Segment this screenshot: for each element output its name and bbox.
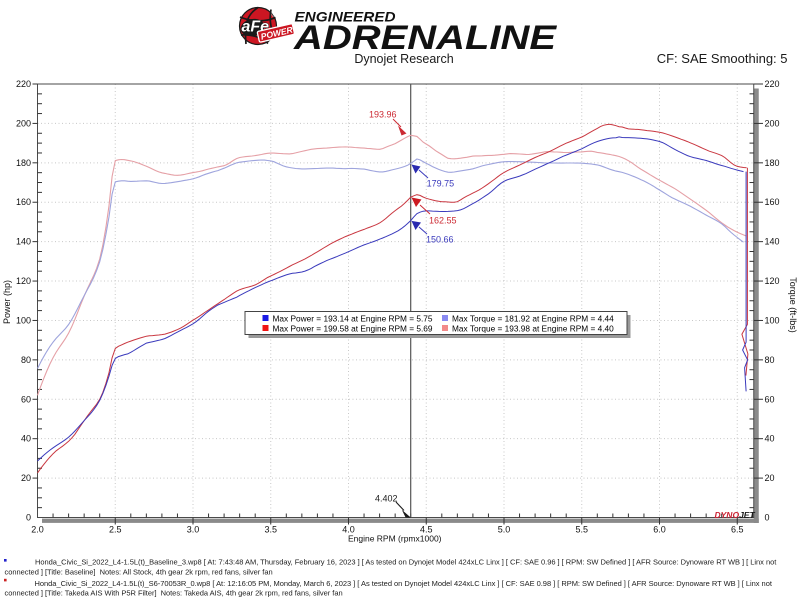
svg-text:100: 100 — [765, 316, 780, 326]
svg-text:100: 100 — [16, 316, 31, 326]
svg-text:179.75: 179.75 — [427, 179, 455, 189]
svg-text:60: 60 — [765, 394, 775, 404]
svg-text:20: 20 — [21, 473, 31, 483]
svg-text:180: 180 — [765, 158, 780, 168]
svg-text:Max Torque = 181.92 at Engine: Max Torque = 181.92 at Engine RPM = 4.44 — [452, 313, 614, 323]
svg-text:220: 220 — [765, 79, 780, 89]
svg-text:CF: SAE Smoothing: 5: CF: SAE Smoothing: 5 — [657, 51, 788, 66]
svg-text:Max Power = 199.58 at Engine R: Max Power = 199.58 at Engine RPM = 5.69 — [273, 323, 433, 333]
svg-text:120: 120 — [16, 276, 31, 286]
svg-text:20: 20 — [765, 473, 775, 483]
svg-text:160: 160 — [765, 197, 780, 207]
svg-text:60: 60 — [21, 394, 31, 404]
svg-text:5.0: 5.0 — [498, 524, 511, 534]
svg-text:80: 80 — [21, 355, 31, 365]
svg-text:80: 80 — [765, 355, 775, 365]
svg-text:4.5: 4.5 — [420, 524, 433, 534]
svg-text:0: 0 — [765, 513, 770, 523]
svg-text:®: ® — [272, 12, 277, 19]
svg-text:180: 180 — [16, 158, 31, 168]
svg-text:DYNOJET: DYNOJET — [715, 510, 756, 520]
svg-text:40: 40 — [765, 434, 775, 444]
svg-text:150.66: 150.66 — [426, 235, 454, 245]
svg-text:140: 140 — [765, 237, 780, 247]
svg-text:4.0: 4.0 — [342, 524, 355, 534]
svg-text:0: 0 — [26, 513, 31, 523]
svg-text:3.0: 3.0 — [187, 524, 200, 534]
svg-text:Torque (ft-lbs): Torque (ft-lbs) — [788, 277, 798, 333]
svg-text:Max Power = 193.14 at Engine R: Max Power = 193.14 at Engine RPM = 5.75 — [273, 313, 433, 323]
svg-text:160: 160 — [16, 197, 31, 207]
svg-text:200: 200 — [765, 118, 780, 128]
svg-text:ENGINEERED: ENGINEERED — [295, 8, 396, 24]
svg-text:200: 200 — [16, 118, 31, 128]
svg-text:193.96: 193.96 — [369, 110, 397, 120]
svg-text:Dynojet Research: Dynojet Research — [354, 52, 453, 66]
svg-text:4.402: 4.402 — [375, 493, 398, 503]
svg-text:connected ] [Title: Takeda AIS: connected ] [Title: Takeda AIS With P5R … — [5, 589, 343, 598]
svg-text:3.5: 3.5 — [265, 524, 278, 534]
svg-text:Honda_Civic_Si_2022_L4-1.5L(t): Honda_Civic_Si_2022_L4-1.5L(t)_S6-70053R… — [35, 579, 773, 588]
svg-text:140: 140 — [16, 237, 31, 247]
svg-text:ADRENALINE: ADRENALINE — [293, 19, 558, 57]
svg-text:Honda_Civic_Si_2022_L4-1.5L(t): Honda_Civic_Si_2022_L4-1.5L(t)_Baseline_… — [35, 557, 777, 566]
svg-text:40: 40 — [21, 434, 31, 444]
svg-text:220: 220 — [16, 79, 31, 89]
svg-text:120: 120 — [765, 276, 780, 286]
svg-text:2.5: 2.5 — [109, 524, 122, 534]
svg-text:2.0: 2.0 — [31, 524, 44, 534]
svg-text:6.5: 6.5 — [731, 524, 744, 534]
svg-text:162.55: 162.55 — [429, 216, 457, 226]
svg-text:connected ] [Title: Baseline]: connected ] [Title: Baseline] Notes: All… — [5, 568, 273, 577]
svg-text:Max Torque = 193.98 at Engine: Max Torque = 193.98 at Engine RPM = 4.40 — [452, 323, 614, 333]
svg-text:5.5: 5.5 — [576, 524, 589, 534]
svg-text:Power (hp): Power (hp) — [2, 280, 12, 324]
svg-text:6.0: 6.0 — [653, 524, 666, 534]
svg-text:Engine RPM (rpmx1000): Engine RPM (rpmx1000) — [348, 534, 442, 544]
